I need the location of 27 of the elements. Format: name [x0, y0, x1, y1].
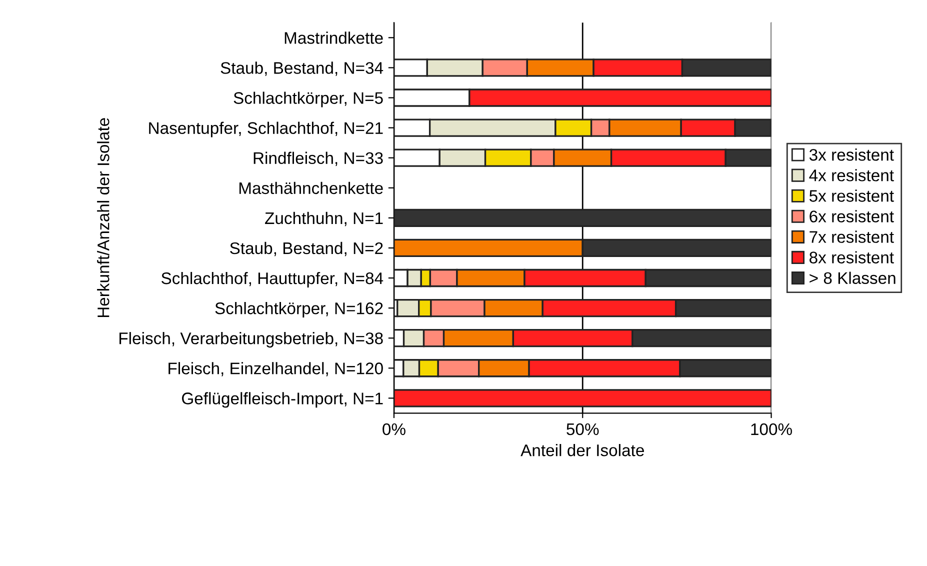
y-tick-label: Geflügelfleisch-Import, N=1 — [182, 392, 383, 408]
y-tick-label: Nasentupfer, Schlachthof, N=21 — [149, 122, 383, 138]
legend-label: 3x resistent — [809, 148, 894, 161]
x-tick-label: 0% — [382, 423, 406, 436]
legend-label: 4x resistent — [809, 169, 894, 182]
bar — [394, 389, 772, 408]
y-tick-label: Mastrindkette — [284, 32, 383, 44]
legend-label: 6x resistent — [810, 210, 894, 222]
x-tick-label: 50% — [566, 423, 599, 436]
legend-label: 8x resistent — [810, 251, 894, 264]
y-tick-label: Staub, Bestand, N=2 — [230, 242, 383, 256]
x-axis-title: Anteil der Isolate — [520, 444, 644, 456]
y-tick-label: Staub, Bestand, N=34 — [220, 62, 384, 76]
y-tick-label: Schlachtkörper, N=5 — [234, 92, 383, 108]
y-tick-label: Masthähnchenkette — [239, 182, 383, 194]
y-tick-label: Rindfleisch, N=33 — [254, 152, 383, 166]
y-tick-label: Schlachtkörper, N=162 — [215, 302, 383, 318]
y-tick-label: Fleisch, Verarbeitungsbetrieb, N=38 — [120, 332, 383, 348]
y-tick-label: Schlachthof, Hauttupfer, N=84 — [162, 272, 384, 288]
legend-label: > 8 Klassen — [810, 272, 896, 284]
y-tick-label: Fleisch, Einzelhandel, N=120 — [168, 362, 383, 376]
legend-label: 7x resistent — [810, 230, 894, 243]
x-tick-label: 100% — [751, 423, 792, 436]
y-axis-title: Herkunft/Anzahl der Isolate — [97, 118, 110, 318]
y-tick-label: Zuchthuhn, N=1 — [265, 212, 383, 226]
legend-label: 5x resistent — [809, 190, 894, 202]
bar — [394, 208, 772, 228]
